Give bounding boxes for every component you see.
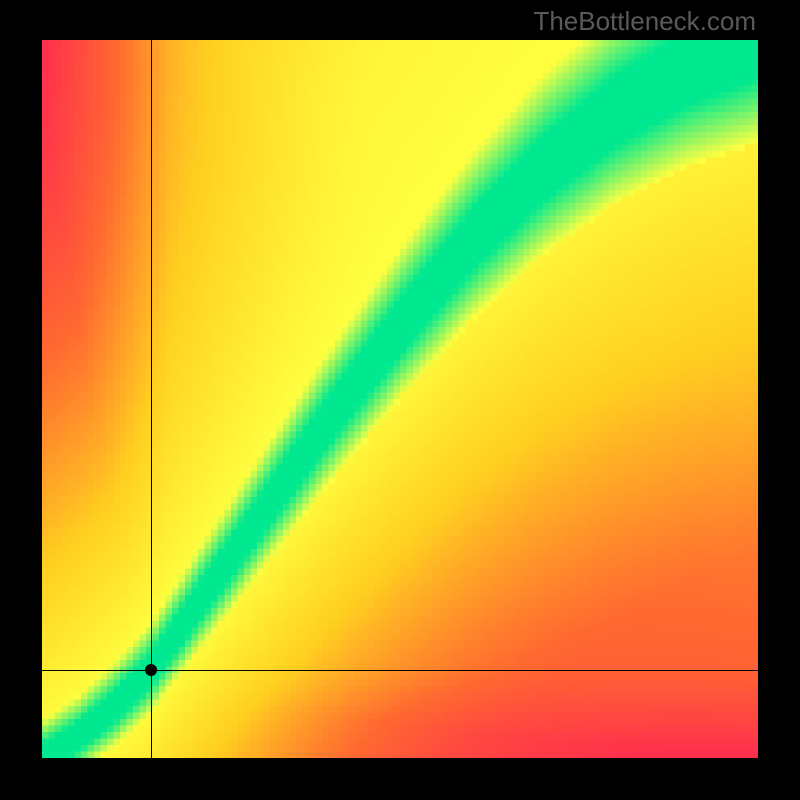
heatmap-canvas bbox=[42, 40, 758, 758]
watermark-text: TheBottleneck.com bbox=[533, 6, 756, 37]
plot-area bbox=[42, 40, 758, 758]
crosshair-vertical bbox=[151, 40, 152, 758]
crosshair-marker bbox=[145, 664, 157, 676]
chart-frame: TheBottleneck.com bbox=[0, 0, 800, 800]
